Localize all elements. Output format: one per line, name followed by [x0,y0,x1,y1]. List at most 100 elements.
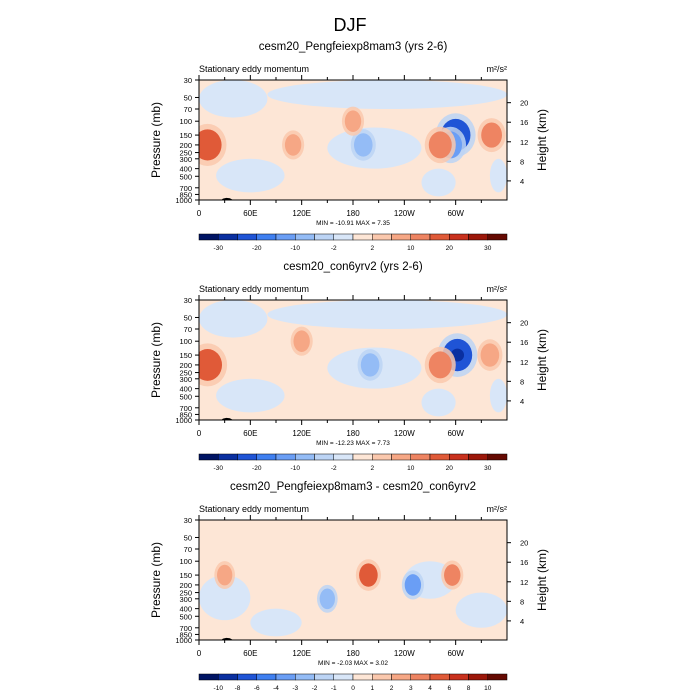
colorbar-segment [410,673,431,681]
x-tick-label: 120E [292,429,311,438]
x-tick-label: 120W [394,209,415,218]
height-tick-label: 4 [520,177,524,186]
pressure-tick-label: 150 [179,351,192,360]
contour-blob [360,353,380,377]
pressure-tick-label: 250 [179,369,192,378]
weak-negative-region [489,158,507,193]
panel-title: cesm20_Pengfeiexp8mam3 (yrs 2-6) [259,41,448,53]
chart-panel-2: cesm20_con6yrv2 (yrs 2-6) Stationary eddy… [149,261,549,472]
panel-title: cesm20_Pengfeiexp8mam3 - cesm20_con6yrv2 [230,481,476,493]
contour-field [199,300,507,420]
pressure-tick-label: 400 [179,605,192,614]
colorbar-label: -10 [214,685,224,692]
colorbar-segment [256,233,277,241]
pressure-tick-label: 50 [184,533,192,542]
contour-blob [480,343,500,367]
pressure-tick-label: 850 [179,410,192,419]
colorbar-segment [333,673,354,681]
pressure-tick-label: 50 [184,313,192,322]
colorbar-segment [391,233,411,241]
pressure-tick-label: 400 [179,385,192,394]
contour-blob [217,564,233,586]
colorbar-label: 10 [407,245,415,252]
pressure-tick-label: 300 [179,595,192,604]
colorbar-segment [295,673,315,681]
x-tick-label: 180 [346,649,360,658]
panel-units: m²/s² [487,64,508,74]
colorbar-segment [410,233,431,241]
colorbar-segment [468,453,488,461]
colorbar-segment [352,233,373,241]
pressure-tick-label: 300 [179,375,192,384]
pressure-tick-label: 30 [184,76,192,85]
weak-negative-region [421,388,456,417]
colorbar-label: -4 [273,685,279,692]
x-tick-label: 120E [292,209,311,218]
pressure-tick-label: 200 [179,581,192,590]
colorbar-segment [468,673,488,681]
weak-negative-region [199,300,268,338]
colorbar-segment [314,233,334,241]
contour-blob [353,133,373,157]
pressure-tick-label: 250 [179,589,192,598]
colorbar-label: -2 [331,465,337,472]
colorbar-segment [333,453,354,461]
panel-units: m²/s² [487,284,508,294]
pressure-tick-label: 700 [179,184,192,193]
colorbar-label: -2 [331,245,337,252]
colorbar-segment [218,453,238,461]
colorbar-label: 6 [447,685,451,692]
x-tick-label: 180 [346,209,360,218]
panel-left-label: Stationary eddy momentum [199,504,309,514]
contour-blob [481,122,502,148]
y2-axis-label: Height (km) [535,549,549,611]
colorbar-segment [391,453,411,461]
colorbar-label: -1 [331,685,337,692]
colorbar-segment [449,233,469,241]
y-axis-label: Pressure (mb) [149,322,163,398]
pressure-tick-label: 70 [184,325,192,334]
contour-blob [444,564,461,586]
contour-blob [284,134,302,156]
colorbar-segment [429,233,450,241]
panel-title: cesm20_con6yrv2 (yrs 2-6) [283,261,422,273]
colorbar-label: 20 [446,245,454,252]
pressure-tick-label: 70 [184,105,192,114]
height-tick-label: 16 [520,118,528,127]
pressure-tick-label: 500 [179,392,192,401]
colorbar-segment [275,233,296,241]
y-axis-label: Pressure (mb) [149,102,163,178]
weak-negative-region [267,80,507,109]
colorbar-label: -30 [214,245,224,252]
colorbar-segment [429,673,450,681]
x-tick-label: 60W [447,649,464,658]
colorbar-label: 30 [484,245,492,252]
weak-negative-region [199,575,251,621]
pressure-tick-label: 150 [179,571,192,580]
pressure-tick-label: 100 [179,117,192,126]
colorbar-label: -10 [291,245,301,252]
pressure-tick-label: 700 [179,624,192,633]
height-tick-label: 4 [520,617,524,626]
pressure-tick-label: 100 [179,557,192,566]
colorbar-segment [198,453,219,461]
colorbar-label: 4 [428,685,432,692]
colorbar-segment [275,453,296,461]
colorbar-label: -30 [214,465,224,472]
surface-topography [221,197,234,200]
height-tick-label: 8 [520,597,524,606]
pressure-tick-label: 300 [179,155,192,164]
colorbar-segment [468,233,488,241]
contour-blob [319,588,335,610]
colorbar-segment [449,673,469,681]
contour-blob [199,348,223,381]
colorbar-segment [198,233,219,241]
panels: cesm20_Pengfeiexp8mam3 (yrs 2-6) Stationa… [149,41,549,692]
colorbar-label: 30 [484,465,492,472]
weak-negative-region [216,378,285,413]
pressure-tick-label: 1000 [175,196,192,205]
colorbar-label: -8 [235,685,241,692]
pressure-tick-label: 200 [179,141,192,150]
x-tick-label: 120W [394,429,415,438]
colorbar-label: -3 [292,685,298,692]
